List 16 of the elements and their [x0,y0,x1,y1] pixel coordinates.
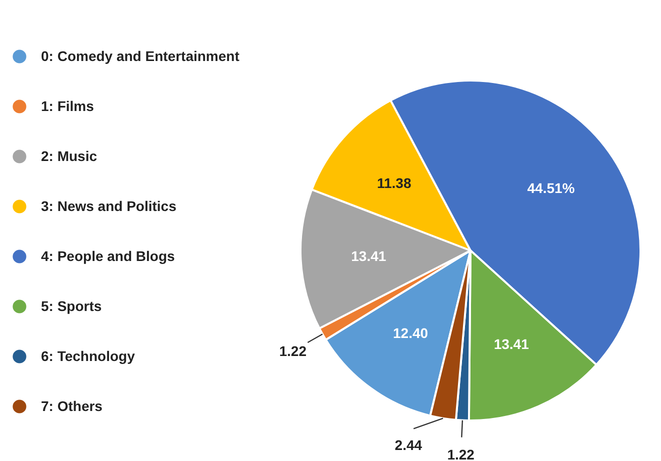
legend-label: 1: Films [41,98,94,114]
data-label: 1.22 [279,342,307,359]
legend-label: 4: People and Blogs [41,248,175,264]
data-label: 13.41 [494,336,530,352]
legend-label: 0: Comedy and Entertainment [41,48,240,64]
legend-label: 3: News and Politics [41,198,176,214]
data-label: 12.40 [392,324,428,341]
legend-label: 5: Sports [41,298,102,314]
legend-label: 7: Others [41,398,102,414]
data-label: 44.51% [527,180,576,196]
data-label: 2.44 [394,436,422,453]
data-label: 13.41 [351,248,386,264]
legend-label: 2: Music [41,148,98,164]
data-label: 11.38 [376,174,412,191]
data-label: 1.22 [447,446,475,461]
legend-label: 6: Technology [41,348,135,364]
